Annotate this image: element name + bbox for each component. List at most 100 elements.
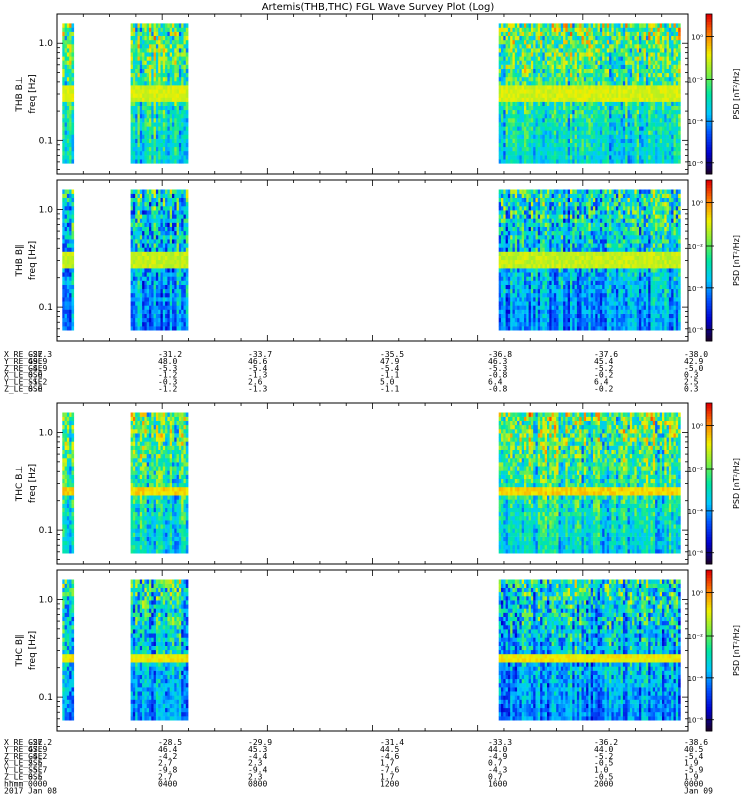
spectrogram-cell (648, 146, 651, 152)
spectrogram-cell (167, 243, 170, 248)
spectrogram-cell (165, 105, 168, 111)
spectrogram-cell (146, 301, 150, 306)
spectrogram-cell (71, 251, 75, 256)
spectrogram-cell (66, 97, 70, 102)
spectrogram-cell (613, 72, 617, 78)
spectrogram-cell (678, 31, 681, 36)
spectrogram-cell (62, 268, 65, 273)
spectrogram-cell (181, 60, 184, 65)
spectrogram-cell (565, 155, 568, 160)
spectrogram-cell (588, 72, 591, 78)
spectrogram-cell (625, 39, 628, 45)
spectrogram-cell (165, 288, 168, 294)
spectrogram-cell (521, 155, 525, 160)
spectrogram-cell (519, 81, 522, 86)
spectrogram-cell (549, 97, 552, 102)
spectrogram-cell (71, 214, 75, 219)
spectrogram-cell (606, 60, 610, 65)
spectrogram-cell (521, 85, 525, 90)
spectrogram-cell (583, 155, 587, 160)
spectrogram-cell (183, 309, 187, 314)
spectrogram-cell (542, 39, 545, 45)
spectrogram-cell (149, 52, 152, 57)
spectrogram-cell (174, 89, 177, 94)
spectrogram-cell (158, 206, 161, 211)
spectrogram-cell (622, 48, 626, 53)
spectrogram-cell (130, 317, 134, 323)
spectrogram-cell (671, 151, 674, 156)
spectrogram-cell (181, 193, 184, 198)
spectrogram-cell (655, 64, 658, 69)
spectrogram-cell (556, 101, 559, 106)
spectrogram-cell (155, 243, 159, 248)
spectrogram-cell (519, 89, 522, 94)
spectrogram-cell (501, 206, 504, 211)
spectrogram-cell (514, 138, 518, 143)
spectrogram-cell (618, 118, 621, 123)
spectrogram-cell (556, 31, 559, 36)
spectrogram-cell (567, 35, 571, 41)
spectrogram-cell (151, 309, 154, 314)
spectrogram-cell (501, 64, 504, 69)
spectrogram-cell (149, 60, 152, 65)
spectrogram-cell (66, 235, 70, 240)
spectrogram-cell (650, 35, 654, 41)
spectrogram-cell (572, 146, 575, 152)
spectrogram-cell (137, 243, 141, 248)
spectrogram-cell (526, 151, 529, 156)
spectrogram-cell (149, 293, 152, 298)
spectrogram-cell (135, 142, 138, 148)
spectrogram-cell (655, 85, 658, 90)
spectrogram-cell (602, 93, 605, 98)
spectrogram-cell (678, 130, 681, 135)
spectrogram-cell (62, 134, 65, 139)
spectrogram-cell (153, 210, 157, 215)
spectrogram-cell (512, 101, 516, 106)
spectrogram-cell (540, 68, 543, 74)
spectrogram-cell (142, 93, 145, 98)
spectrogram-cell (510, 27, 513, 32)
spectrogram-cell (149, 76, 152, 82)
spectrogram-cell (505, 27, 509, 32)
spectrogram-cell (183, 293, 187, 298)
spectrogram-cell (627, 93, 631, 98)
spectrogram-cell (146, 85, 150, 90)
spectrogram-cell (579, 122, 582, 127)
spectrogram-cell (149, 146, 152, 152)
spectrogram-cell (71, 322, 75, 327)
spectrogram-cell (632, 64, 635, 69)
spectrogram-cell (503, 235, 506, 240)
spectrogram-cell (155, 272, 159, 277)
spectrogram-cell (160, 23, 164, 28)
spectrogram-cell (595, 118, 598, 123)
spectrogram-cell (66, 89, 70, 94)
spectrogram-cell (62, 193, 65, 198)
spectrogram-cell (609, 126, 612, 131)
spectrogram-cell (629, 48, 633, 53)
spectrogram-cell (142, 226, 145, 232)
spectrogram-cell (132, 39, 136, 45)
spectrogram-cell (501, 201, 504, 207)
spectrogram-cell (650, 31, 654, 36)
spectrogram-cell (160, 255, 164, 261)
spectrogram-cell (544, 146, 548, 152)
spectrogram-cell (130, 27, 134, 32)
spectrogram-cell (668, 155, 672, 160)
spectrogram-cell (588, 68, 591, 74)
spectrogram-cell (558, 101, 562, 106)
spectrogram-cell (618, 85, 621, 90)
spectrogram-cell (593, 44, 596, 49)
spectrogram-cell (142, 76, 145, 82)
spectrogram-cell (558, 48, 562, 53)
spectrogram-cell (505, 109, 509, 115)
spectrogram-cell (155, 23, 159, 28)
spectrogram-cell (66, 322, 70, 327)
spectrogram-cell (567, 151, 571, 156)
spectrogram-cell (132, 243, 136, 248)
spectrogram-cell (498, 297, 502, 302)
spectrogram-cell (132, 134, 136, 139)
spectrogram-cell (565, 27, 568, 32)
spectrogram-cell (185, 138, 189, 143)
spectrogram-cell (581, 27, 585, 32)
spectrogram-cell (498, 293, 502, 298)
